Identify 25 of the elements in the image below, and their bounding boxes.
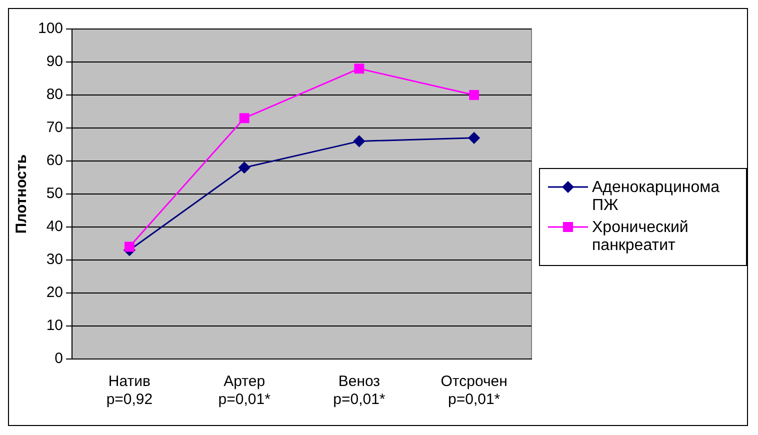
y-tick-label: 40 [46, 218, 64, 236]
point [239, 113, 250, 124]
legend-label: Хронический панкреатит [592, 219, 690, 255]
y-tick-label: 20 [46, 284, 64, 302]
y-tick-label: 60 [46, 152, 64, 170]
x-tick-label: Отсрочен p=0,01* [440, 373, 508, 408]
y-tick-label: 80 [46, 86, 64, 104]
y-tick-label: 50 [46, 185, 64, 202]
point [124, 242, 134, 252]
x-tick-label: Веноз p=0,01* [333, 373, 386, 408]
point [468, 132, 480, 144]
y-tick-label: 30 [46, 251, 64, 268]
y-tick-label: 100 [38, 20, 64, 38]
y-tick-label: 90 [46, 53, 64, 70]
y-tick-label: 0 [54, 350, 64, 368]
x-tick-label: Натив p=0,92 [106, 373, 153, 408]
point [353, 135, 365, 147]
y-axis-title: Плотность [13, 154, 30, 234]
x-tick-label: Артер p=0,01* [218, 373, 271, 408]
point [354, 64, 364, 74]
y-tick-label: 70 [46, 119, 64, 136]
point [238, 162, 250, 174]
y-tick-label: 10 [46, 317, 64, 334]
point [469, 90, 480, 100]
legend-label: Аденокарцинома ПЖ [592, 179, 721, 215]
